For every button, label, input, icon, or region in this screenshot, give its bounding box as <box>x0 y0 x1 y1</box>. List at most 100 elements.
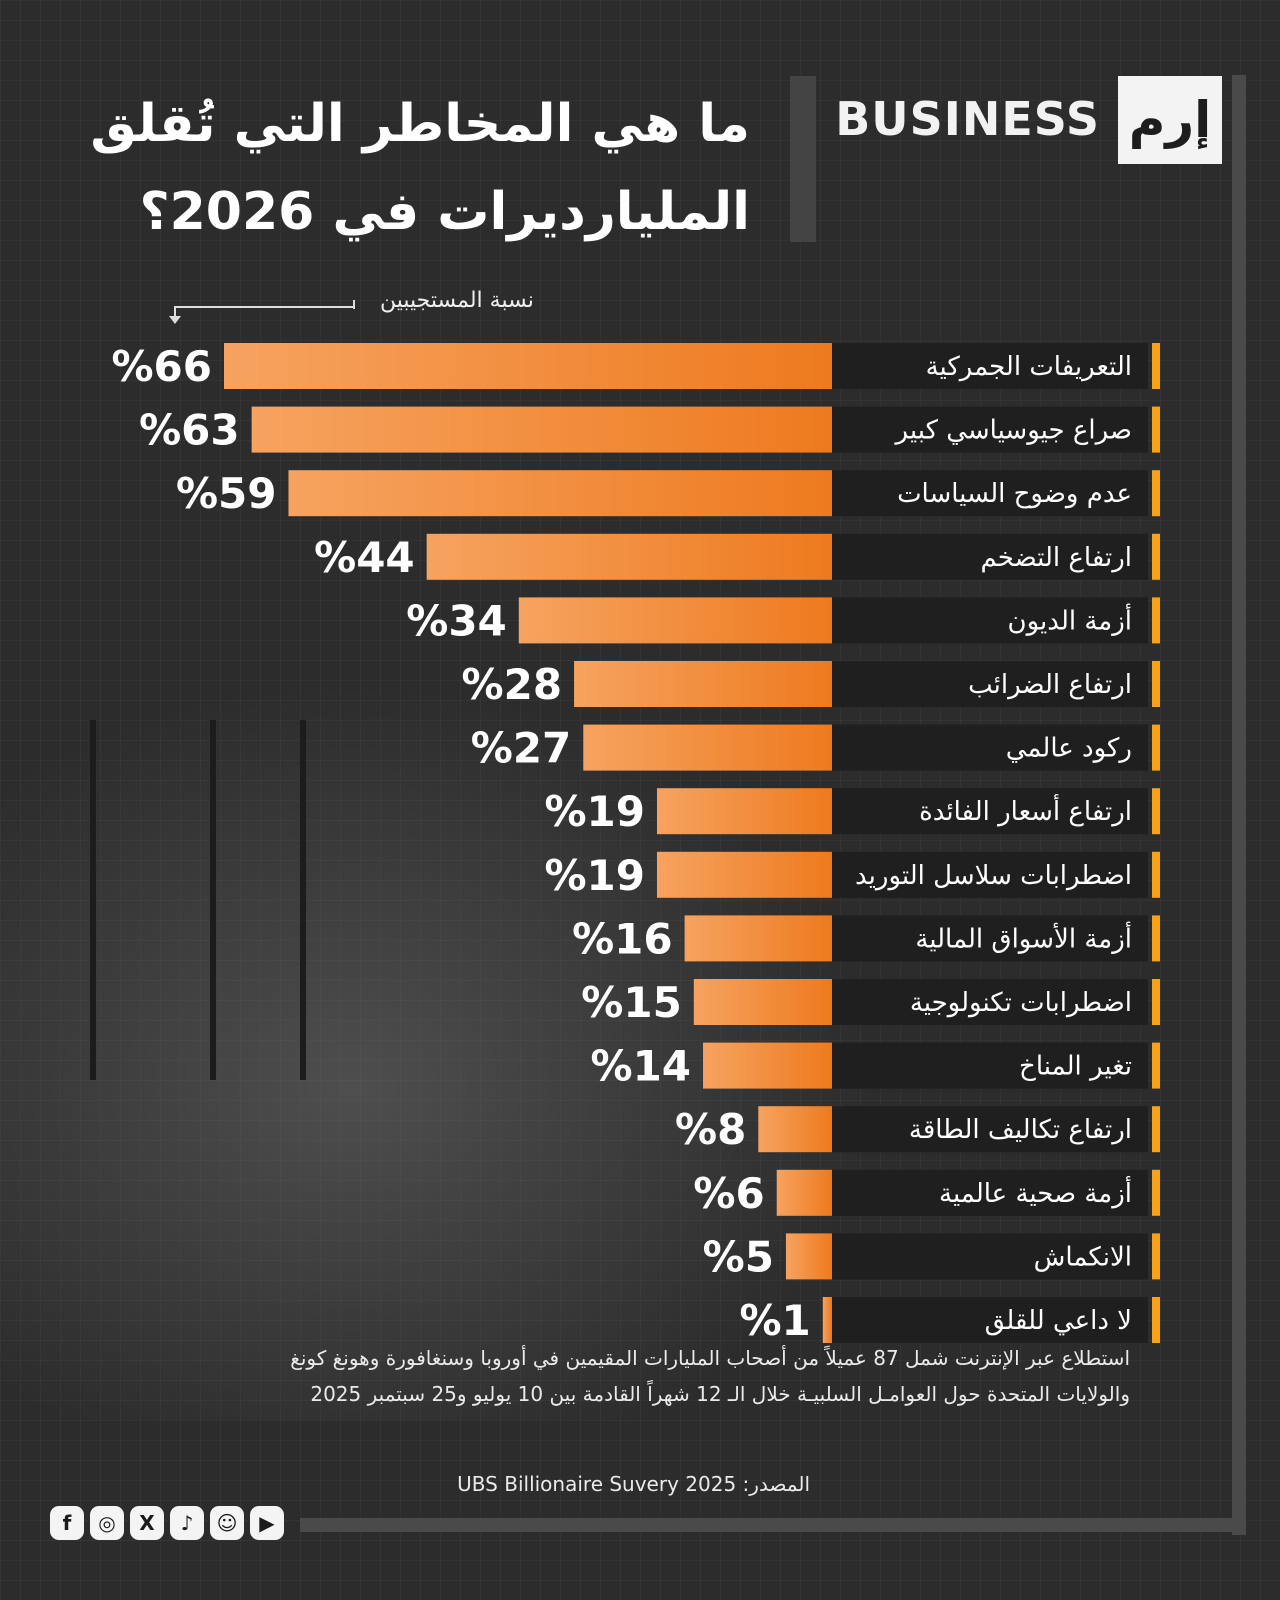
youtube-icon[interactable]: ▶ <box>250 1506 284 1540</box>
category-accent-12 <box>1152 1042 1160 1089</box>
survey-note-line-2: والولايات المتحدة حول العوامـل السلبيـة … <box>310 1382 1130 1406</box>
category-accent-16 <box>1152 1297 1160 1343</box>
value-label-12: %14 <box>590 1042 691 1091</box>
snapchat-icon[interactable]: ☺ <box>210 1506 244 1540</box>
bar-15 <box>785 1233 832 1280</box>
category-label-13: ارتفاع تكاليف الطاقة <box>909 1115 1132 1145</box>
facebook-icon[interactable]: f <box>50 1506 84 1540</box>
instagram-icon[interactable]: ◎ <box>90 1506 124 1540</box>
value-label-3: %59 <box>176 469 277 518</box>
category-accent-3 <box>1152 470 1160 517</box>
value-label-4: %44 <box>314 533 415 582</box>
source-text: UBS Billionaire Suvery 2025 <box>457 1472 737 1496</box>
category-box-15 <box>832 1233 1148 1280</box>
risk-bar-chart: التعريفات الجمركية %66 صراع جيوسياسي كبير%… <box>111 342 1160 1345</box>
category-accent-15 <box>1152 1233 1160 1280</box>
respondents-label: نسبة المستجيبين <box>380 288 534 313</box>
tiktok-icon[interactable]: ♪ <box>170 1506 204 1540</box>
value-label-11: %15 <box>581 978 682 1027</box>
value-label-1: %66 <box>111 342 212 391</box>
category-label-15: الانكماش <box>1034 1242 1132 1272</box>
category-accent-11 <box>1152 979 1160 1025</box>
category-accent-2 <box>1152 406 1160 453</box>
value-label-15: %5 <box>703 1232 774 1281</box>
category-label-4: ارتفاع التضخم <box>981 543 1133 573</box>
value-label-7: %27 <box>471 724 572 773</box>
category-accent-13 <box>1152 1106 1160 1153</box>
value-label-14: %6 <box>693 1169 764 1218</box>
source-label: المصدر: <box>742 1472 810 1496</box>
category-box-12 <box>832 1042 1148 1089</box>
bar-2 <box>251 406 833 453</box>
category-label-14: أزمة صحية عالمية <box>939 1175 1132 1209</box>
source-credit: المصدر: UBS Billionaire Suvery 2025 <box>300 1472 810 1496</box>
bar-11 <box>693 979 832 1025</box>
value-label-6: %28 <box>462 660 563 709</box>
bar-9 <box>656 851 832 898</box>
category-box-1 <box>832 343 1148 389</box>
window-frame <box>90 720 96 1080</box>
title-divider <box>790 76 816 242</box>
value-label-13: %8 <box>675 1105 746 1154</box>
category-box-2 <box>832 406 1148 453</box>
page-title: ما هي المخاطر التي تُقلق المليارديرات في… <box>90 80 750 256</box>
survey-note-line-1: استطلاع عبر الإنترنت شمل 87 عميلاً من أص… <box>290 1346 1130 1370</box>
category-box-16 <box>832 1297 1148 1343</box>
respondents-tick <box>353 300 355 309</box>
category-box-11 <box>832 979 1148 1025</box>
bar-14 <box>776 1169 832 1216</box>
window-frame <box>300 720 306 1080</box>
category-label-5: أزمة الديون <box>1008 602 1132 636</box>
bottom-frame <box>300 1518 1246 1532</box>
category-label-9: اضطرابات سلاسل التوريد <box>855 861 1132 891</box>
brand-logo: إرم <box>1118 76 1222 164</box>
right-frame <box>1232 75 1246 1535</box>
category-box-8 <box>832 788 1148 835</box>
category-accent-1 <box>1152 343 1160 389</box>
bar-3 <box>288 470 832 517</box>
category-label-6: ارتفاع الضرائب <box>968 670 1132 700</box>
bar-8 <box>656 788 832 835</box>
category-label-10: أزمة الأسواق المالية <box>915 920 1132 954</box>
x-icon[interactable]: X <box>130 1506 164 1540</box>
category-label-2: صراع جيوسياسي كبير <box>894 416 1132 446</box>
value-label-9: %19 <box>544 851 645 900</box>
arrow-down-icon <box>169 316 181 324</box>
category-accent-8 <box>1152 788 1160 835</box>
category-accent-14 <box>1152 1169 1160 1216</box>
category-label-11: اضطرابات تكنولوجية <box>910 988 1132 1018</box>
category-box-7 <box>832 724 1148 771</box>
bar-4 <box>426 533 832 580</box>
bar-5 <box>518 597 832 644</box>
social-links: f ◎ X ♪ ☺ ▶ <box>50 1506 284 1540</box>
respondents-indicator: نسبة المستجيبين <box>169 288 590 328</box>
window-frame <box>210 720 216 1080</box>
category-accent-10 <box>1152 915 1160 962</box>
category-label-16: لا داعي للقلق <box>985 1306 1132 1336</box>
bar-10 <box>684 915 832 962</box>
respondents-drop <box>174 306 176 318</box>
brand-logo-text: إرم <box>1128 91 1212 149</box>
category-box-3 <box>832 470 1148 517</box>
bar-7 <box>583 724 832 771</box>
bar-13 <box>758 1106 832 1153</box>
bar-16 <box>822 1297 832 1343</box>
value-label-16: %1 <box>739 1296 810 1345</box>
category-label-8: ارتفاع أسعار الفائدة <box>919 793 1132 827</box>
title-line-1: ما هي المخاطر التي تُقلق <box>90 94 750 154</box>
brand-word: BUSINESS <box>835 92 1100 146</box>
value-label-5: %34 <box>406 596 507 645</box>
category-accent-9 <box>1152 851 1160 898</box>
category-box-5 <box>832 597 1148 644</box>
category-box-10 <box>832 915 1148 962</box>
bar-12 <box>703 1042 832 1089</box>
category-accent-7 <box>1152 724 1160 771</box>
category-accent-4 <box>1152 533 1160 580</box>
value-label-2: %63 <box>139 406 240 455</box>
survey-note: استطلاع عبر الإنترنت شمل 87 عميلاً من أص… <box>100 1340 1130 1412</box>
category-label-1: التعريفات الجمركية <box>926 352 1132 382</box>
category-accent-6 <box>1152 661 1160 707</box>
title-line-2: المليارديرات في 2026؟ <box>139 182 750 242</box>
category-box-4 <box>832 533 1148 580</box>
category-box-6 <box>832 661 1148 707</box>
